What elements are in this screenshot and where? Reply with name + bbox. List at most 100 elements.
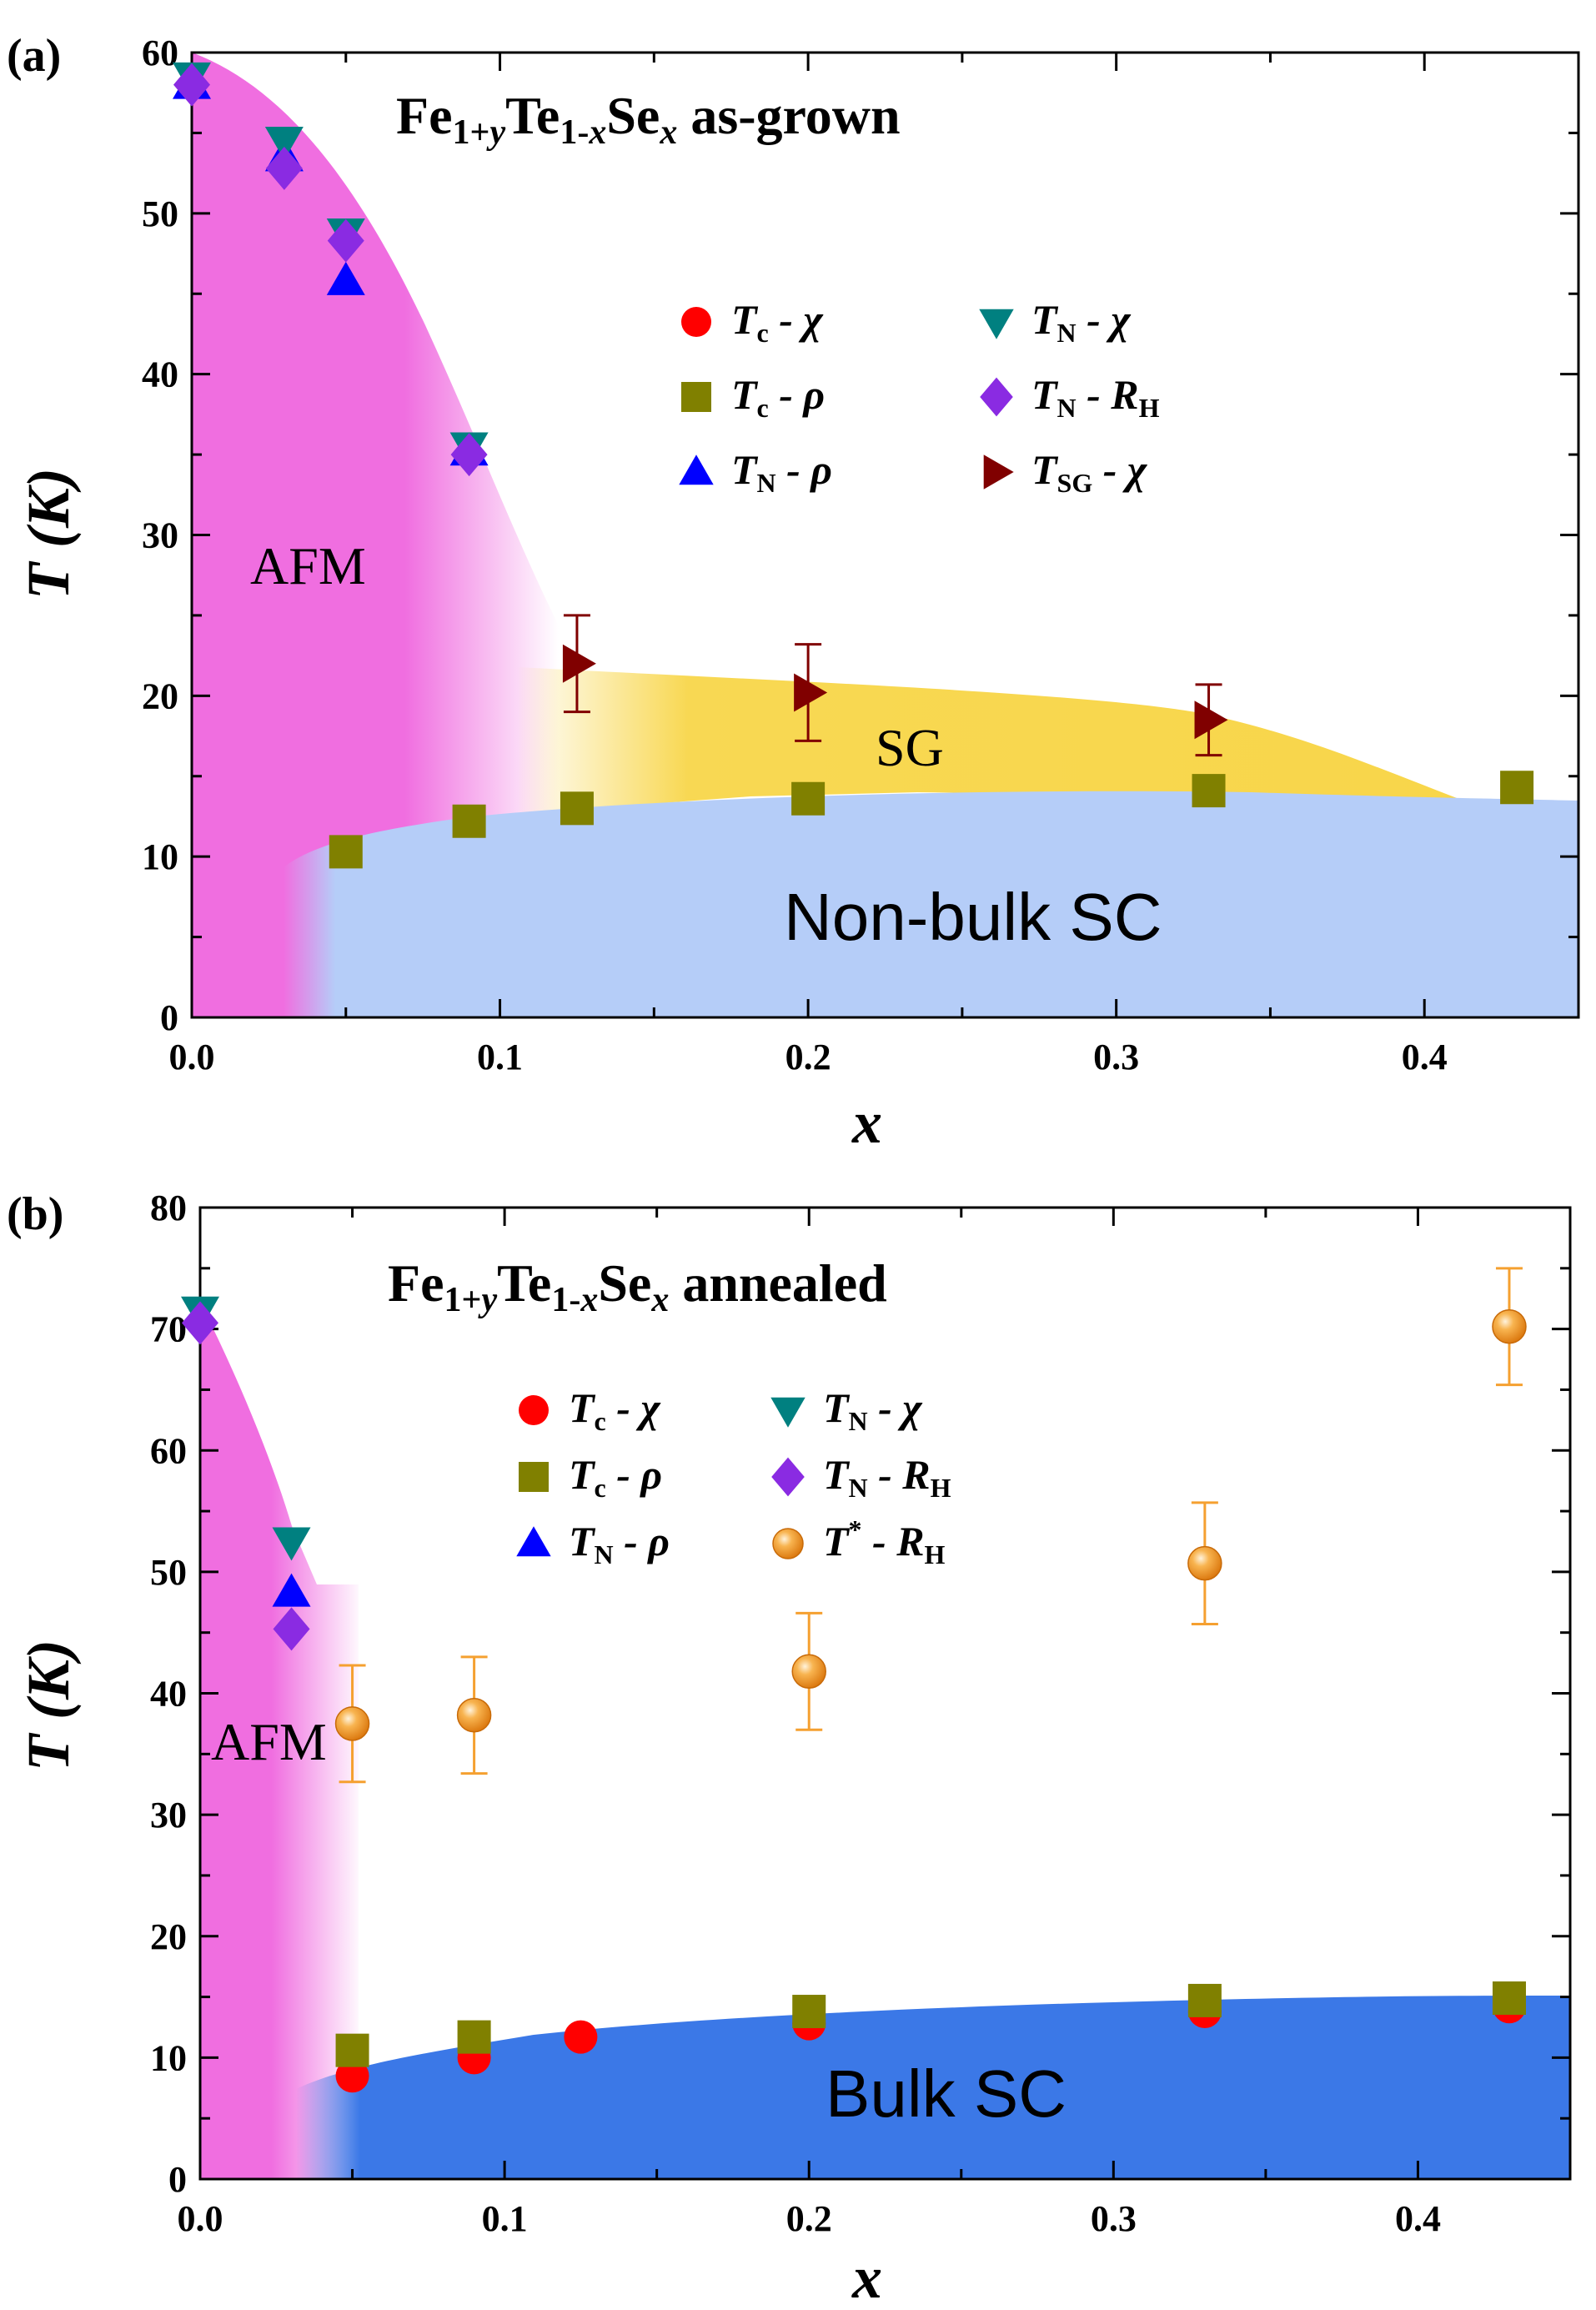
legend-symbol: T [569,1451,596,1498]
x-tick-label: 0.3 [1093,1037,1139,1077]
legend-tail: - ρ [606,1451,662,1498]
legend-marker [681,382,711,412]
title-part: annealed [669,1253,886,1313]
legend-sub: c [757,318,769,348]
data-point [326,261,365,295]
legend-label: Tc - χ [731,296,824,348]
data-point [1192,774,1226,808]
title-part: Te [505,86,560,145]
legend-marker [681,307,711,337]
legend-marker [772,1528,804,1559]
legend-symbol: T [569,1518,596,1564]
y-axis-title-text-a: T (K) [15,468,82,600]
title-part: Se [598,1253,651,1313]
x-axis-title-a: x [851,1089,882,1156]
legend-label: TSG - χ [1031,446,1148,498]
data-point [272,1573,311,1607]
region-label-non-bulk-sc: Non-bulk SC [784,880,1162,954]
data-point [794,673,828,712]
y-tick-label: 50 [150,1552,187,1593]
regions-b [200,1303,1570,2179]
title-sub: 1+ [453,113,490,152]
legend-sub: c [595,1406,606,1436]
legend-tail: - R [868,1451,931,1498]
title-part: Se [606,86,660,145]
data-point [335,2059,369,2093]
region-label-afm-b: AFM [211,1712,327,1771]
y-tick-label: 70 [150,1309,187,1350]
legend-symbol: T [1031,371,1059,418]
x-tick-label: 0.4 [1402,1037,1448,1077]
legend-marker [519,1462,549,1492]
x-tick-label: 0.1 [482,2198,528,2239]
y-tick-label: 30 [142,515,178,556]
legend-label: Tc - χ [569,1384,661,1436]
title-sub-italic: x [580,1281,598,1319]
legend-sub: H [1139,393,1160,423]
y-tick-label: 0 [168,2159,187,2200]
legend-sub: c [595,1473,606,1503]
legend-sub: H [925,1539,946,1569]
regions-a [192,53,1578,1017]
data-point [1500,771,1534,805]
data-marks-a [173,62,1534,869]
y-tick-label: 20 [142,675,178,716]
y-tick-label: 10 [142,836,178,877]
legend-sub: SG [1057,468,1093,498]
data-point [1492,1308,1527,1344]
x-tick-label: 0.0 [169,1037,215,1077]
y-tick-label: 60 [150,1430,187,1471]
data-point [791,781,826,816]
data-point [173,63,210,107]
legend-tail: - χ [1077,296,1132,343]
legend-label: Tc - ρ [569,1451,662,1503]
legend-sub: N [1057,393,1077,423]
y-tick-label: 60 [142,33,178,73]
legend-symbol: T [823,1384,851,1431]
region-label-afm-a: AFM [250,536,366,595]
data-point [1194,701,1228,740]
x-tick-label: 0.4 [1395,2198,1441,2239]
legend-tail: - R [1077,371,1139,418]
data-point [334,1706,370,1741]
data-point [792,1995,826,2029]
y-tick-label: 50 [142,193,178,234]
plot-frame-a [190,51,1580,1019]
legend-tail: - χ [606,1384,662,1431]
data-point [457,2020,491,2054]
legend-marker [516,1526,551,1557]
legend-label: TN - RH [1031,371,1160,423]
legend-tail: - ρ [769,371,825,418]
x-tick-label: 0.2 [785,1037,831,1077]
legend-marker [679,454,714,485]
data-point [265,146,303,190]
legend-tail: - χ [868,1384,924,1431]
legend-tail: - ρ [614,1518,670,1564]
legend-label: Tc - ρ [731,371,825,423]
x-axis-title-b: x [851,2244,882,2310]
afm-region-b [200,1303,359,2179]
data-point [335,2033,369,2067]
y-tick-label: 40 [150,1674,187,1715]
plot-frame-b [198,1206,1572,2181]
y-axis-title-text-b: T (K) [15,1640,82,1771]
legend-marker [519,1395,549,1425]
chart-title-b: Fe1+yTe1-xSex annealed [388,1253,887,1319]
x-tick-label: 0.0 [178,2198,223,2239]
sg-region [517,667,1468,813]
legend-marker [983,454,1014,490]
legend-b: Tc - χTc - ρTN - ρTN - χTN - RHT* - RH [516,1384,951,1569]
title-sub: 1+ [444,1281,482,1319]
legend-marker [980,377,1013,417]
data-point [272,1527,311,1561]
legend-sub: H [931,1473,951,1503]
legend-symbol: T [569,1384,596,1431]
non-bulk-sc-region [284,791,1578,1017]
legend-symbol: T [731,371,759,418]
data-point [564,2020,598,2054]
legend-marker [770,1397,806,1428]
data-point [456,1697,492,1733]
legend-symbol: T [731,296,759,343]
